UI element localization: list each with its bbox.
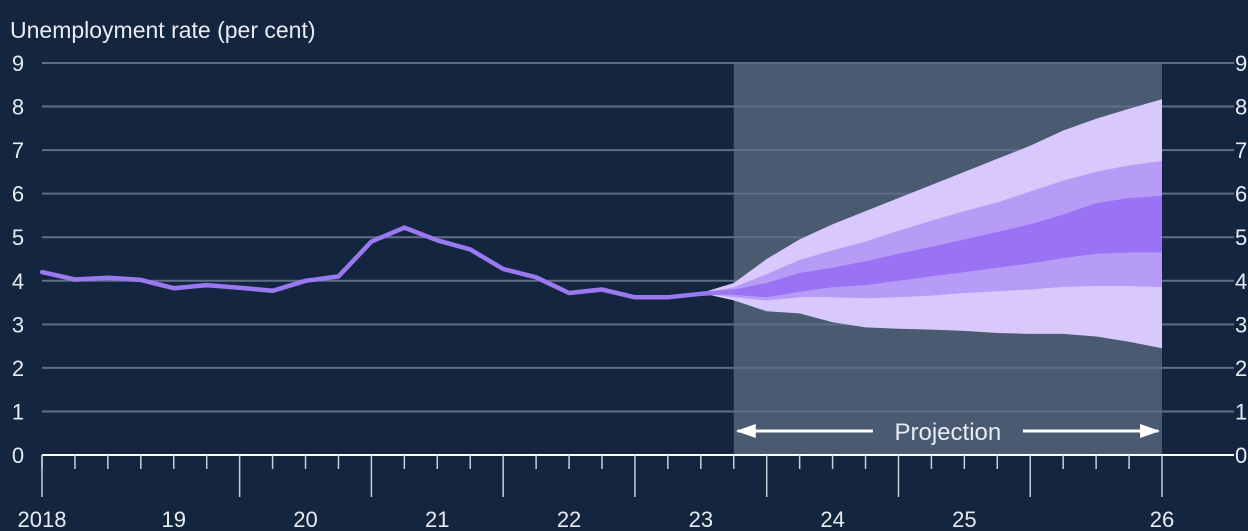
y-tick-label-left: 2 — [12, 356, 24, 381]
y-tick-label-right: 8 — [1235, 95, 1247, 120]
y-tick-label-right: 3 — [1235, 312, 1247, 337]
projection-label: Projection — [895, 419, 1002, 446]
data-series — [39, 225, 737, 300]
projection-arrowhead-left — [735, 424, 756, 438]
y-tick-label-left: 4 — [12, 269, 24, 294]
x-tick-label: 2018 — [18, 507, 67, 531]
y-tick-label-right: 0 — [1235, 443, 1247, 468]
y-tick-label-left: 0 — [12, 443, 24, 468]
fan-band-middle — [700, 161, 1162, 301]
unemployment-line — [39, 225, 737, 300]
fan-band-inner — [700, 195, 1162, 298]
y-tick-label-right: 1 — [1235, 399, 1247, 424]
x-tick-label: 20 — [293, 507, 317, 531]
y-tick-label-left: 7 — [12, 138, 24, 163]
y-tick-label-left: 1 — [12, 399, 24, 424]
y-tick-label-left: 6 — [12, 182, 24, 207]
y-tick-label-right: 5 — [1235, 225, 1247, 250]
y-tick-label-left: 3 — [12, 312, 24, 337]
projection-annotation: Projection — [735, 419, 1160, 446]
y-tick-label-left: 9 — [12, 51, 24, 76]
x-tick-label: 25 — [952, 507, 976, 531]
x-tick-label: 23 — [689, 507, 713, 531]
projection-fan — [700, 99, 1162, 349]
y-tick-label-right: 2 — [1235, 356, 1247, 381]
x-tick-label: 21 — [425, 507, 449, 531]
y-tick-label-left: 8 — [12, 95, 24, 120]
x-tick-label: 19 — [162, 507, 186, 531]
y-tick-label-right: 9 — [1235, 51, 1247, 76]
y-tick-label-right: 4 — [1235, 269, 1247, 294]
y-tick-label-right: 6 — [1235, 182, 1247, 207]
x-tick-label: 22 — [557, 507, 581, 531]
x-tick-label: 24 — [820, 507, 844, 531]
projection-arrowhead-right — [1140, 424, 1160, 438]
y-tick-label-left: 5 — [12, 225, 24, 250]
y-tick-label-right: 7 — [1235, 138, 1247, 163]
chart-title: Unemployment rate (per cent) — [10, 17, 316, 43]
x-tick-label: 26 — [1150, 507, 1174, 531]
